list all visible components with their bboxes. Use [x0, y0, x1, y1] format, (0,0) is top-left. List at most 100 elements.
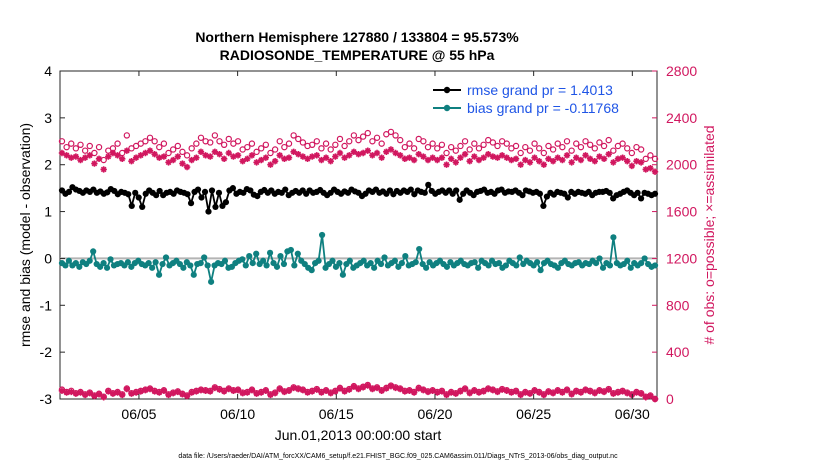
obs-assimilated-marker: [160, 153, 168, 160]
obs-possible-marker: [225, 135, 232, 143]
obs-possible-marker: [466, 146, 473, 153]
obs-possible-marker: [554, 140, 561, 147]
rmse-point: [651, 190, 659, 197]
obs-possible-marker: [332, 141, 339, 148]
obs-assimilated-marker: [549, 158, 557, 165]
obs-assimilated-marker: [119, 391, 126, 399]
obs-assimilated-marker: [137, 388, 144, 395]
obs-possible-marker: [308, 141, 316, 148]
rmse-point: [187, 200, 195, 207]
obs-assimilated-marker: [188, 389, 195, 396]
obs-assimilated-marker: [151, 388, 158, 395]
obs-assimilated-marker: [549, 389, 557, 397]
footnote: data file: /Users/raeder/DAI/ATM_forcXX/…: [178, 453, 618, 460]
bias-point: [100, 260, 107, 267]
obs-assimilated-marker: [401, 388, 409, 395]
obs-count-series: [58, 128, 659, 403]
x-tick-label: 06/20: [417, 406, 452, 422]
obs-assimilated-marker: [642, 166, 649, 173]
y2-tick-label: 0: [666, 391, 674, 407]
obs-assimilated-marker: [633, 389, 640, 396]
bias-point: [537, 267, 544, 274]
obs-assimilated-marker: [220, 155, 228, 163]
obs-assimilated-marker: [248, 152, 256, 159]
bias-point: [443, 263, 451, 270]
legend-bias-label: bias grand pr = -0.11768: [467, 100, 619, 116]
obs-possible-marker: [248, 140, 256, 147]
bias-point: [277, 252, 284, 260]
obs-assimilated-marker: [105, 153, 112, 160]
obs-assimilated-marker: [239, 389, 246, 397]
obs-assimilated-marker: [600, 388, 608, 396]
obs-possible-marker: [327, 146, 334, 153]
obs-assimilated-marker: [378, 387, 385, 394]
x-tick-label: 06/10: [220, 406, 255, 422]
rmse-point: [536, 190, 544, 197]
obs-assimilated-marker: [355, 385, 362, 393]
obs-assimilated-marker: [151, 150, 158, 158]
rmse-point: [201, 188, 209, 195]
obs-assimilated-marker: [58, 387, 66, 394]
obs-assimilated-marker: [614, 389, 622, 396]
obs-assimilated-marker: [165, 159, 172, 166]
bias-point: [346, 257, 353, 264]
obs-possible-marker: [512, 142, 520, 150]
obs-possible-marker: [77, 141, 84, 148]
obs-possible-marker: [610, 147, 617, 154]
obs-assimilated-marker: [457, 154, 464, 161]
obs-possible-marker: [494, 142, 501, 150]
obs-assimilated-marker: [313, 152, 321, 159]
obs-assimilated-marker: [364, 382, 371, 389]
rmse-point: [634, 189, 641, 196]
obs-possible-marker: [586, 141, 594, 148]
obs-assimilated-marker: [128, 158, 135, 165]
obs-assimilated-marker: [619, 388, 626, 395]
obs-possible-marker: [489, 139, 497, 146]
obs-assimilated-marker: [123, 385, 131, 393]
x-axis-ticks: 06/05 06/10 06/15 06/20 06/25 06/30: [121, 71, 650, 422]
obs-assimilated-marker: [387, 146, 395, 153]
obs-assimilated-marker: [276, 385, 283, 393]
bias-point: [641, 255, 648, 262]
obs-assimilated-marker: [262, 387, 270, 394]
rmse-point: [425, 181, 432, 188]
obs-assimilated-marker: [471, 153, 478, 160]
obs-assimilated-marker: [142, 149, 149, 157]
rmse-point: [205, 208, 212, 215]
obs-possible-marker: [424, 143, 432, 151]
rmse-point: [247, 187, 254, 194]
obs-possible-marker: [596, 139, 603, 146]
obs-assimilated-marker: [346, 152, 353, 159]
rmse-point: [637, 195, 645, 202]
obs-assimilated-marker: [494, 388, 501, 396]
obs-assimilated-marker: [531, 387, 538, 394]
obs-assimilated-marker: [392, 384, 399, 392]
obs-possible-marker: [591, 145, 598, 152]
bias-point: [159, 260, 166, 268]
obs-assimilated-marker: [234, 387, 242, 394]
obs-assimilated-marker: [438, 154, 446, 161]
obs-assimilated-marker: [197, 148, 205, 156]
y2-tick-label: 1200: [666, 250, 697, 266]
obs-assimilated-marker: [563, 152, 571, 159]
obs-assimilated-marker: [535, 158, 543, 165]
rmse-point: [407, 186, 414, 193]
bias-point: [391, 257, 399, 264]
obs-assimilated-marker: [72, 390, 80, 397]
obs-assimilated-marker: [63, 389, 70, 396]
y2-tick-label: 2000: [666, 157, 697, 173]
obs-assimilated-marker: [429, 154, 436, 161]
chart-title: Northern Hemisphere 127880 / 133804 = 95…: [195, 29, 519, 45]
obs-assimilated-marker: [633, 158, 640, 165]
obs-assimilated-marker: [146, 147, 154, 154]
x-tick-label: 06/05: [121, 406, 156, 422]
obs-assimilated-marker: [568, 159, 575, 166]
obs-assimilated-marker: [327, 158, 334, 165]
obs-assimilated-marker: [647, 165, 654, 172]
obs-assimilated-marker: [156, 389, 163, 396]
legend-bias-marker: [443, 104, 451, 112]
obs-possible-marker: [156, 143, 163, 151]
obs-assimilated-marker: [211, 384, 219, 392]
obs-assimilated-marker: [364, 147, 371, 154]
obs-possible-marker: [295, 135, 302, 143]
